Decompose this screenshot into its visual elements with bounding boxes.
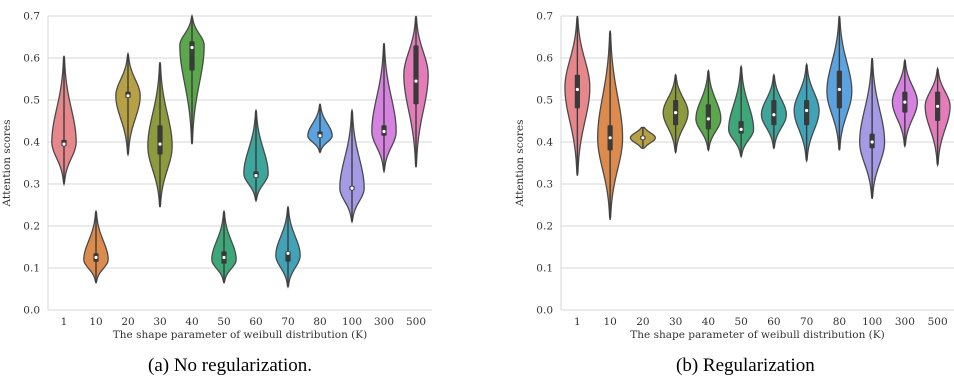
x-tick-label: 80 bbox=[313, 316, 326, 328]
x-tick-label: 30 bbox=[669, 316, 682, 328]
x-axis-label: The shape parameter of weibull distribut… bbox=[113, 329, 367, 341]
y-tick-label: 0.5 bbox=[536, 95, 553, 107]
violin-median bbox=[222, 255, 226, 260]
violin-median bbox=[772, 113, 776, 117]
x-tick-label: 80 bbox=[833, 316, 846, 328]
y-tick-label: 0.4 bbox=[23, 137, 40, 149]
x-tick-label: 300 bbox=[895, 316, 915, 328]
violin-median bbox=[62, 142, 66, 146]
violin-median bbox=[350, 186, 354, 190]
y-axis-label: Attention scores bbox=[514, 119, 526, 207]
violin-median bbox=[318, 134, 322, 138]
violin-iqr-box bbox=[574, 74, 580, 109]
violin-median bbox=[936, 104, 940, 108]
violin-median bbox=[706, 117, 710, 121]
x-tick-label: 20 bbox=[636, 316, 649, 328]
y-tick-label: 0.7 bbox=[536, 11, 553, 23]
x-tick-label: 500 bbox=[928, 316, 948, 328]
violin-median bbox=[739, 127, 743, 131]
y-tick-label: 0.7 bbox=[23, 11, 40, 23]
x-tick-label: 40 bbox=[702, 316, 715, 328]
y-tick-label: 0.1 bbox=[23, 263, 40, 275]
violin-median bbox=[94, 255, 98, 260]
x-tick-label: 60 bbox=[767, 316, 780, 328]
x-tick-label: 100 bbox=[862, 316, 882, 328]
chart-panel-1: 0.0 0.1 0.2 0.3 0.4 0.5 0.6 0.7 1 10 20 30 40 50 60 70 8… bbox=[514, 11, 954, 341]
violin-median bbox=[158, 142, 162, 146]
violin-iqr-box bbox=[771, 100, 777, 126]
x-tick-label: 10 bbox=[603, 316, 616, 328]
y-tick-label: 0.0 bbox=[536, 305, 553, 317]
y-tick-label: 0.3 bbox=[536, 179, 553, 191]
violin-iqr-box bbox=[157, 125, 163, 155]
violin-median bbox=[382, 129, 386, 134]
caption-b: (b) Regularization bbox=[676, 355, 815, 376]
y-axis-label: Attention scores bbox=[1, 119, 13, 207]
x-tick-label: 70 bbox=[800, 316, 813, 328]
y-tick-label: 0.6 bbox=[23, 53, 40, 65]
x-tick-label: 1 bbox=[574, 316, 581, 328]
x-tick-label: 10 bbox=[89, 316, 102, 328]
violin-median bbox=[575, 87, 579, 92]
violin-median bbox=[805, 108, 809, 113]
violin-iqr-box bbox=[738, 121, 744, 134]
x-tick-label: 30 bbox=[153, 316, 166, 328]
violin-iqr-box bbox=[804, 100, 810, 126]
violin-median bbox=[674, 111, 678, 115]
violin-iqr-box bbox=[705, 104, 711, 130]
x-tick-label: 20 bbox=[121, 316, 134, 328]
x-tick-label: 70 bbox=[281, 316, 294, 328]
y-tick-label: 0.2 bbox=[536, 221, 553, 233]
violin-median bbox=[286, 251, 290, 255]
y-tick-label: 0.4 bbox=[536, 137, 553, 149]
caption-a: (a) No regularization. bbox=[148, 355, 313, 376]
violin-median bbox=[903, 100, 907, 104]
chart-panel-0: 0.0 0.1 0.2 0.3 0.4 0.5 0.6 0.7 1 10 20 30 40 50 60 70 8… bbox=[1, 11, 432, 341]
violin-median bbox=[608, 136, 612, 140]
x-axis-label: The shape parameter of weibull distribut… bbox=[630, 329, 884, 341]
x-tick-label: 500 bbox=[406, 316, 426, 328]
x-tick-label: 60 bbox=[249, 316, 262, 328]
violin-median bbox=[126, 94, 130, 98]
y-tick-label: 0.1 bbox=[536, 263, 553, 275]
x-tick-label: 100 bbox=[342, 316, 362, 328]
violin-median bbox=[870, 140, 874, 144]
x-tick-label: 300 bbox=[374, 316, 394, 328]
y-tick-label: 0.5 bbox=[23, 95, 40, 107]
violin-median bbox=[254, 174, 258, 178]
y-tick-label: 0.0 bbox=[23, 305, 40, 317]
violin-median bbox=[641, 136, 645, 140]
y-tick-label: 0.2 bbox=[23, 221, 40, 233]
x-tick-label: 1 bbox=[61, 316, 68, 328]
violin-median bbox=[414, 79, 418, 83]
x-tick-label: 50 bbox=[734, 316, 747, 328]
x-tick-label: 50 bbox=[217, 316, 230, 328]
y-tick-label: 0.6 bbox=[536, 53, 553, 65]
violin-median bbox=[837, 87, 841, 92]
violin-iqr-box bbox=[189, 41, 195, 71]
x-tick-label: 40 bbox=[185, 316, 198, 328]
y-tick-label: 0.3 bbox=[23, 179, 40, 191]
violin-iqr-box bbox=[413, 45, 419, 105]
violin-median bbox=[190, 45, 194, 50]
